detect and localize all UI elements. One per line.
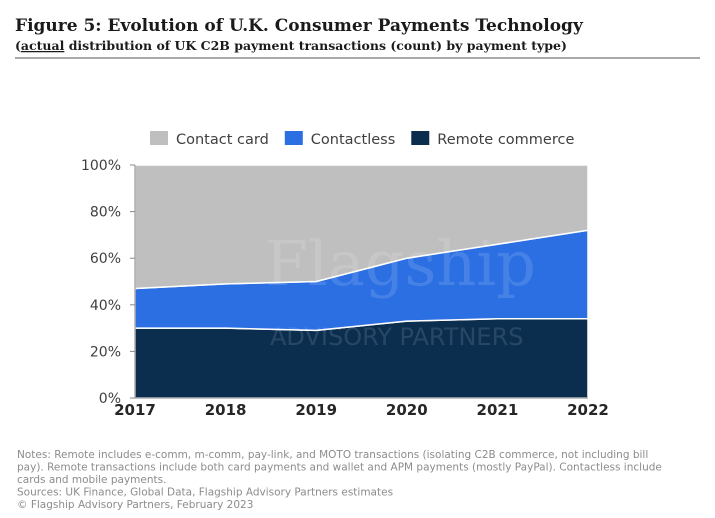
watermark: Flagship — [265, 227, 536, 300]
x-tick-label: 2022 — [567, 401, 609, 419]
y-tick-label: 100% — [81, 158, 121, 174]
x-tick-label: 2021 — [477, 401, 519, 419]
subtitle-part: ( — [15, 38, 21, 53]
watermark: ADVISORY PARTNERS — [270, 323, 524, 351]
x-tick-label: 2018 — [205, 401, 247, 419]
chart-subtitle: (actual distribution of UK C2B payment t… — [15, 38, 567, 53]
note: cards and mobile payments. — [17, 474, 166, 486]
x-tick-label: 2019 — [295, 401, 337, 419]
subtitle-part: distribution of UK C2B payment transacti… — [64, 38, 567, 53]
x-tick-label: 2017 — [114, 401, 156, 419]
legend-swatch — [411, 131, 430, 145]
y-tick-label: 40% — [90, 298, 121, 314]
note: pay). Remote transactions include both c… — [17, 462, 662, 474]
y-tick-label: 80% — [90, 205, 121, 221]
note: © Flagship Advisory Partners, February 2… — [17, 499, 253, 511]
legend-label: Contact card — [176, 132, 269, 148]
y-tick-label: 0% — [99, 391, 121, 407]
legend-label: Contactless — [311, 132, 395, 148]
note: Notes: Remote includes e-comm, m-comm, p… — [17, 449, 648, 461]
legend-label: Remote commerce — [437, 132, 574, 148]
legend-swatch — [150, 131, 168, 145]
y-tick-label: 20% — [90, 344, 121, 360]
area — [134, 164, 589, 290]
chart-title: Figure 5: Evolution of U.K. Consumer Pay… — [15, 16, 584, 36]
subtitle-part: actual — [21, 38, 65, 53]
note: Sources: UK Finance, Global Data, Flagsh… — [17, 487, 393, 499]
x-tick-label: 2020 — [386, 401, 428, 419]
legend-swatch — [284, 131, 303, 145]
y-tick-label: 60% — [90, 251, 121, 267]
